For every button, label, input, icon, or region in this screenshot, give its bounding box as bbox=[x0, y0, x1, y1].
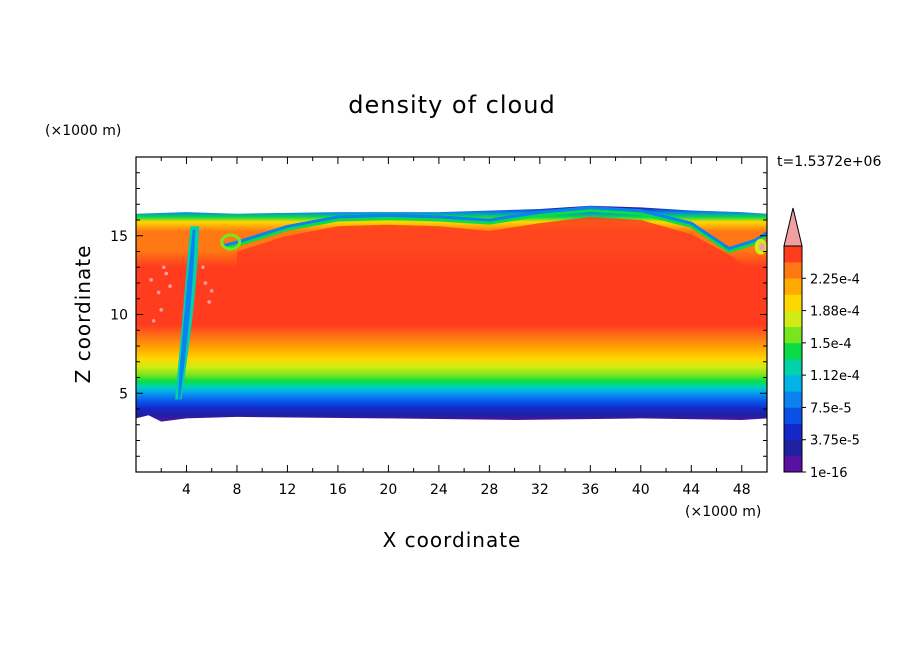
colorbar-swatch bbox=[784, 262, 802, 279]
colorbar-label: 1.5e-4 bbox=[810, 337, 852, 352]
colorbar-label: 2.25e-4 bbox=[810, 272, 860, 287]
x-tick-label: 24 bbox=[430, 482, 448, 498]
colorbar-swatch bbox=[784, 294, 802, 311]
colorbar-label: 1.88e-4 bbox=[810, 305, 860, 320]
max-density-speckle bbox=[164, 271, 169, 276]
plot-area bbox=[136, 157, 767, 472]
colorbar-extend-triangle bbox=[783, 207, 803, 247]
x-tick-label: 36 bbox=[581, 482, 599, 498]
y-axis-label: Z coordinate bbox=[71, 245, 95, 384]
x-tick-label: 4 bbox=[182, 482, 191, 498]
cloud-core-dome bbox=[236, 216, 742, 268]
time-label: t=1.5372e+06 bbox=[777, 154, 881, 170]
x-axis-ticks: 4 8 12 16 20 24 28 32 36 40 44 48 bbox=[160, 157, 751, 498]
colorbar-swatch bbox=[784, 455, 802, 473]
y-axis-ticks: 5 10 15 bbox=[110, 172, 767, 457]
updraft-core bbox=[177, 229, 196, 400]
x-tick-label: 8 bbox=[232, 482, 241, 498]
x-tick-label: 12 bbox=[279, 482, 297, 498]
chart-title: density of cloud bbox=[348, 91, 555, 119]
x-tick-label: 16 bbox=[329, 482, 347, 498]
y-tick-label: 10 bbox=[110, 308, 128, 324]
max-density-speckle bbox=[168, 284, 172, 288]
colorbar-label: 1e-16 bbox=[810, 466, 848, 481]
x-tick-label: 44 bbox=[682, 482, 700, 498]
y-unit-label: (×1000 m) bbox=[45, 123, 121, 139]
max-density-speckle bbox=[203, 281, 208, 285]
max-density-speckle bbox=[149, 278, 153, 282]
x-tick-label: 32 bbox=[531, 482, 549, 498]
cloud-field bbox=[136, 205, 767, 422]
colorbar-swatch bbox=[784, 326, 802, 344]
vortex-right-core bbox=[758, 242, 765, 251]
x-tick-label: 48 bbox=[733, 482, 751, 498]
colorbar-label: 1.12e-4 bbox=[810, 369, 860, 384]
y-tick-label: 15 bbox=[110, 229, 128, 245]
x-tick-label: 20 bbox=[379, 482, 397, 498]
colorbar-swatch bbox=[784, 310, 802, 328]
x-tick-label: 40 bbox=[632, 482, 650, 498]
colorbar-swatch bbox=[784, 391, 802, 408]
cloud-top-edge bbox=[223, 208, 767, 254]
colorbar: 1e-16 3.75e-5 7.5e-5 1.12e-4 1.5e-4 1.88e-4 2.… bbox=[783, 207, 860, 481]
max-density-speckle bbox=[201, 265, 205, 270]
vortex-left bbox=[220, 233, 242, 251]
colorbar-swatch bbox=[784, 423, 802, 441]
colorbar-swatch bbox=[784, 359, 802, 376]
colorbar-label: 7.5e-5 bbox=[810, 401, 852, 416]
x-unit-label: (×1000 m) bbox=[685, 504, 761, 520]
colorbar-swatch bbox=[784, 407, 802, 424]
colorbar-label: 3.75e-5 bbox=[810, 434, 860, 449]
y-tick-label: 5 bbox=[119, 386, 128, 402]
max-density-speckle bbox=[161, 265, 166, 270]
max-density-speckle bbox=[156, 290, 161, 295]
x-tick-label: 28 bbox=[480, 482, 498, 498]
colorbar-swatch bbox=[784, 439, 802, 457]
x-axis-label: X coordinate bbox=[383, 528, 522, 552]
max-density-speckle bbox=[209, 289, 214, 293]
max-density-speckle bbox=[151, 319, 156, 323]
max-density-speckle bbox=[159, 307, 164, 312]
colorbar-swatch bbox=[784, 278, 802, 295]
colorbar-swatch bbox=[784, 246, 802, 263]
max-density-speckle bbox=[207, 300, 211, 304]
colorbar-swatch bbox=[784, 375, 802, 392]
colorbar-swatch bbox=[784, 342, 802, 360]
cloud-top-edge-outer bbox=[223, 205, 767, 251]
